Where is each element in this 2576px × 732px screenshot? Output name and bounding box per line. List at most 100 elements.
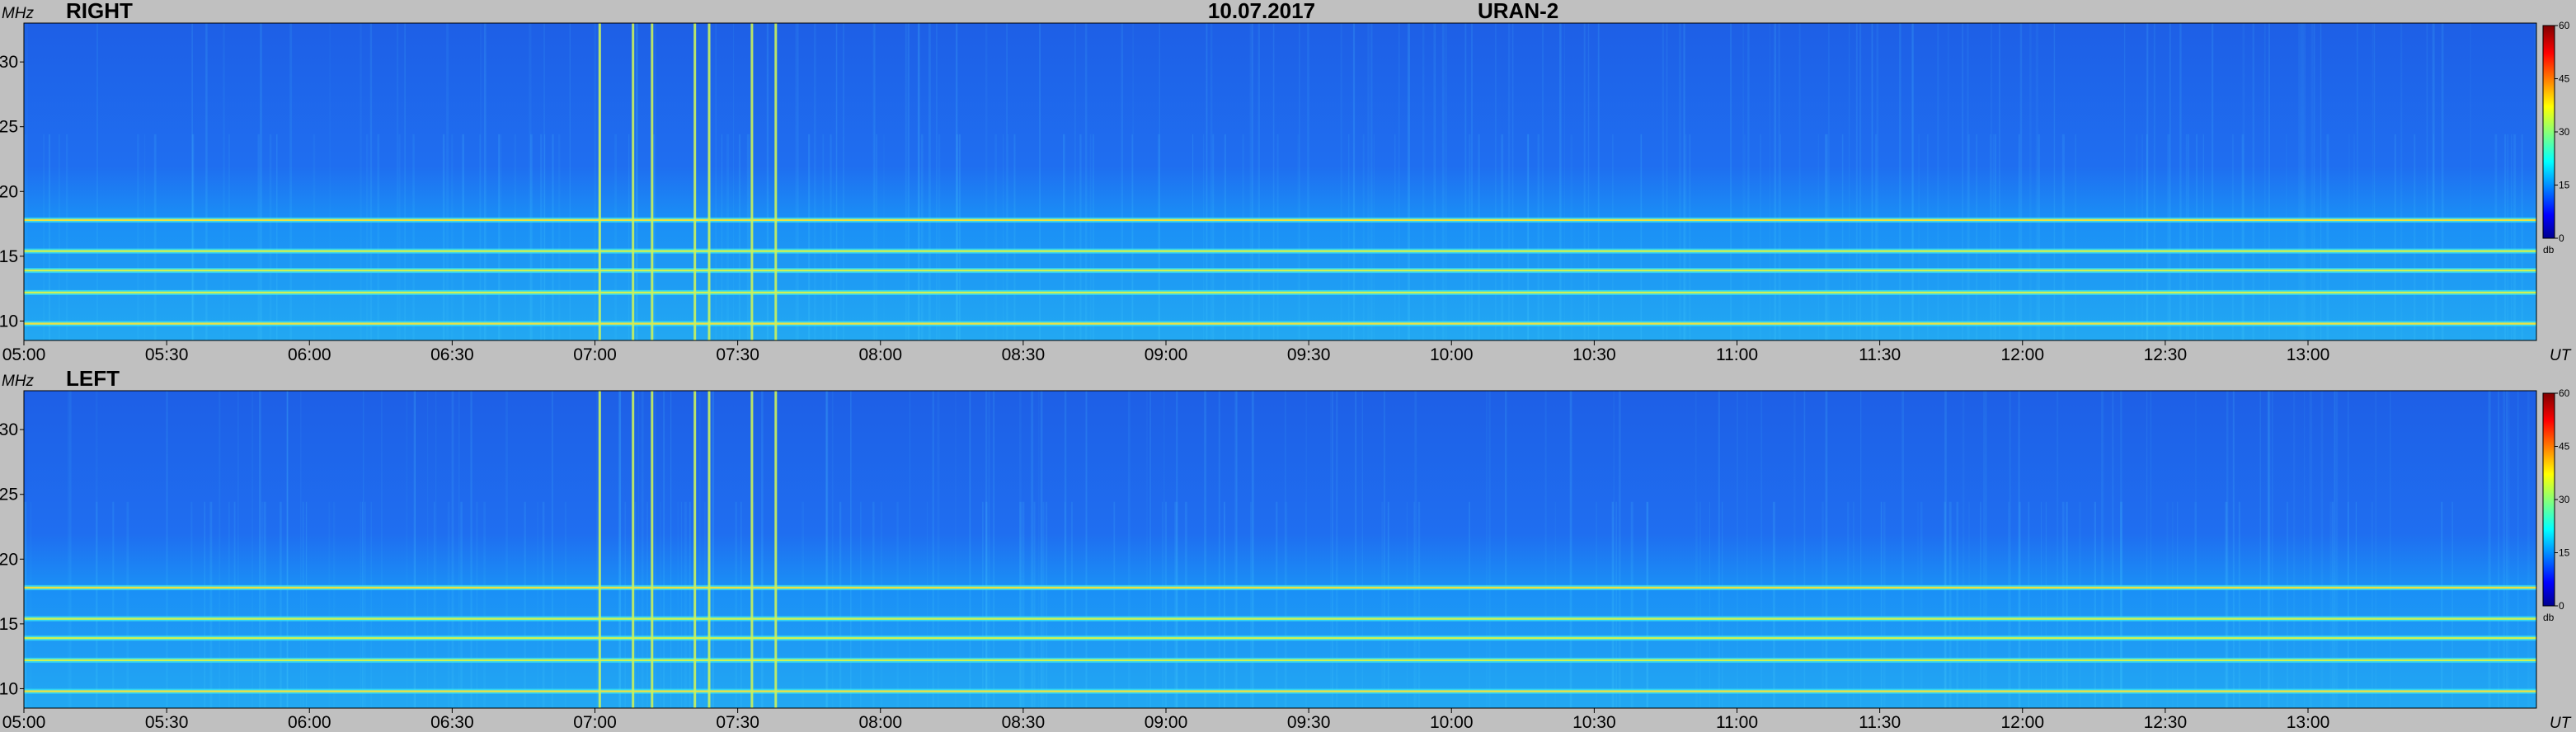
noise-stripe — [1899, 23, 1901, 340]
noise-stripe — [1408, 23, 1410, 340]
noise-stripe — [1563, 23, 1565, 340]
noise-stripe — [726, 134, 730, 341]
noise-stripe — [1742, 23, 1744, 340]
noise-stripe — [1224, 134, 1226, 341]
frequency-band — [24, 322, 2536, 325]
plot-frame — [23, 390, 2537, 709]
noise-stripe — [96, 23, 98, 340]
noise-stripe — [1276, 501, 1278, 709]
noise-stripe — [738, 134, 741, 341]
noise-stripe — [761, 391, 764, 708]
x-tick-label: 05:00 — [2, 345, 46, 364]
noise-stripe — [451, 391, 454, 708]
noise-stripe — [801, 501, 804, 709]
noise-stripe — [1597, 23, 1600, 340]
noise-stripe — [1206, 23, 1208, 340]
colorbar-tick-label: 0 — [2559, 600, 2564, 612]
x-tick-label: 07:30 — [716, 345, 759, 364]
noise-stripe — [398, 134, 401, 341]
noise-stripe — [746, 134, 749, 341]
noise-stripe — [1305, 391, 1307, 708]
noise-stripe — [2057, 391, 2059, 708]
noise-stripe — [2268, 23, 2270, 340]
noise-stripe — [2292, 391, 2296, 708]
noise-stripe — [1613, 391, 1615, 708]
noise-stripe — [1159, 23, 1160, 340]
noise-stripe — [1911, 23, 1914, 340]
x-unit-label: UT — [2550, 715, 2572, 732]
noise-stripe — [2432, 23, 2435, 340]
noise-stripe — [1860, 391, 1862, 708]
noise-stripe — [594, 23, 596, 340]
burst-line — [651, 23, 654, 340]
noise-stripe — [1937, 23, 1939, 340]
burst-line — [693, 391, 697, 708]
frequency-band — [24, 269, 2536, 272]
noise-stripe — [1983, 391, 1986, 708]
noise-stripe — [446, 23, 449, 340]
noise-stripe — [1006, 23, 1008, 340]
noise-stripe — [1976, 134, 1977, 341]
noise-stripe — [1176, 501, 1178, 709]
noise-stripe — [1746, 391, 1748, 708]
noise-stripe — [1018, 391, 1022, 708]
noise-stripe — [839, 501, 842, 709]
y-tick-label: 30 — [0, 53, 18, 72]
noise-stripe — [2513, 134, 2517, 341]
frequency-band — [24, 586, 2536, 589]
noise-stripe — [1511, 23, 1514, 340]
noise-stripe — [1330, 391, 1332, 708]
frequency-band — [24, 291, 2536, 294]
noise-stripe — [1251, 23, 1253, 340]
noise-stripe — [2135, 134, 2138, 341]
noise-stripe — [42, 134, 45, 341]
noise-stripe — [1980, 501, 1981, 709]
noise-stripe — [1989, 134, 1991, 341]
noise-stripe — [2212, 23, 2214, 340]
y-tick-label: 15 — [0, 615, 18, 634]
noise-stripe — [1583, 23, 1586, 340]
x-tick-label: 08:30 — [1002, 345, 1046, 364]
noise-stripe — [1611, 501, 1614, 709]
noise-stripe — [636, 23, 638, 340]
burst-line — [707, 391, 711, 708]
noise-stripe — [735, 501, 737, 709]
noise-stripe — [956, 134, 959, 341]
noise-stripe — [48, 134, 50, 341]
noise-stripe — [654, 23, 656, 340]
noise-stripe — [1413, 501, 1415, 709]
noise-stripe — [537, 501, 538, 709]
noise-stripe — [1184, 501, 1187, 709]
noise-stripe — [2400, 23, 2403, 340]
noise-stripe — [635, 23, 638, 340]
noise-stripe — [2263, 23, 2266, 340]
x-tick-label: 13:00 — [2287, 713, 2330, 732]
noise-stripe — [663, 391, 665, 708]
noise-stripe — [413, 391, 416, 708]
noise-stripe — [280, 501, 282, 709]
frequency-band — [24, 636, 2536, 640]
noise-stripe — [1464, 23, 1467, 340]
noise-stripe — [1760, 134, 1761, 341]
x-tick-label: 09:30 — [1287, 713, 1331, 732]
noise-stripe — [476, 501, 478, 709]
noise-stripe — [1381, 501, 1384, 709]
noise-stripe — [2390, 391, 2391, 708]
noise-stripe — [514, 134, 517, 341]
noise-stripe — [1848, 23, 1850, 340]
noise-stripe — [460, 501, 463, 709]
noise-stripe — [748, 134, 750, 341]
noise-stripe — [883, 134, 885, 341]
noise-stripe — [1132, 23, 1134, 340]
noise-stripe — [1822, 501, 1824, 709]
noise-stripe — [205, 23, 208, 340]
noise-stripe — [1040, 391, 1043, 708]
noise-stripe — [1340, 23, 1342, 340]
noise-stripe — [1046, 501, 1048, 709]
noise-stripe — [2320, 23, 2322, 340]
noise-stripe — [1469, 134, 1471, 341]
x-tick-label: 06:30 — [430, 345, 474, 364]
noise-stripe — [2504, 134, 2506, 341]
noise-stripe — [1038, 391, 1040, 708]
